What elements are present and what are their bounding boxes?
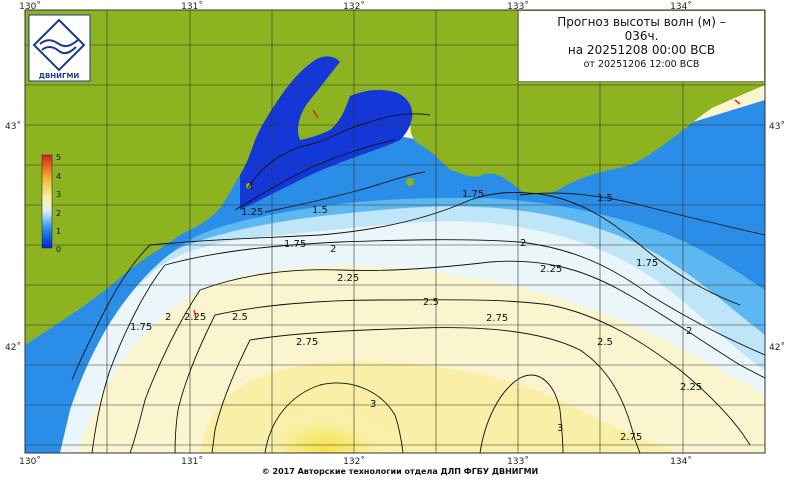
forecast-title-box: Прогноз высоты волн (м) – 036ч. на 20251… [518,11,764,82]
sea-deep-blue [240,53,415,210]
svg-text:42˚: 42˚ [5,342,21,353]
legend-tick: 1 [56,227,61,236]
isoline-1.75 [539,193,741,306]
svg-text:43˚: 43˚ [5,121,21,132]
legend-bar [41,154,53,249]
isoline-label: 1.75 [284,239,306,250]
isoline-label: 2.5 [597,337,613,348]
map-border [24,9,766,454]
longitude-labels: 130˚ 131˚ 132˚ 133˚ 134˚ 130˚ 131˚ 132˚ … [19,1,692,467]
isoline-label: 3 [370,399,376,410]
wave-peak-mark [193,309,197,319]
svg-text:130˚: 130˚ [19,1,41,12]
logo-label: ДВНИГМИ [39,72,80,80]
isoline-2 [164,239,765,356]
isoline-label: 2.25 [337,273,359,284]
svg-text:134˚: 134˚ [670,1,692,12]
isolines [71,113,765,453]
isoline-label: 2.5 [423,297,439,308]
copyright-footer: © 2017 Авторские технологии отдела ДЛП Ф… [261,467,539,476]
wave-max-hotspot [255,410,395,453]
isoline-label: 1.25 [241,207,263,218]
wave-peak-mark [734,99,741,105]
legend-tick: 5 [56,153,61,162]
isoline-label: 2.5 [232,312,248,323]
svg-text:130˚: 130˚ [19,456,41,467]
forecast-title: Прогноз высоты волн (м) – [557,15,726,29]
svg-text:42˚: 42˚ [769,342,785,353]
isoline-label: 2.75 [620,432,642,443]
isoline-2.75 [211,339,251,453]
isoline-2.25 [199,260,765,379]
svg-text:133˚: 133˚ [507,1,529,12]
legend-tick: 4 [56,172,61,181]
isoline-label: 2 [165,312,171,323]
isoline-label: 1 [248,181,254,192]
dvnigmi-logo: ДВНИГМИ [28,14,91,82]
forecast-lead-time: 036ч. [624,29,659,43]
isoline-label: 3 [557,423,563,434]
color-legend: 5 4 3 2 1 0 [41,153,61,254]
isoline-label: 1.5 [597,193,613,204]
isoline-1 [247,113,431,189]
svg-text:43˚: 43˚ [769,121,785,132]
wave-peak-mark [312,109,319,119]
isoline-label: 1.5 [312,205,328,216]
isoline-1.5 [519,192,765,236]
svg-text:133˚: 133˚ [507,456,529,467]
svg-text:134˚: 134˚ [670,456,692,467]
isoline-label: 2 [330,244,336,255]
isoline-3 [479,374,564,453]
isoline-1.25 [234,139,396,211]
isoline-label: 2 [520,238,526,249]
svg-text:132˚: 132˚ [343,456,365,467]
legend-tick: 3 [56,190,61,199]
isoline-2.5 [214,299,751,446]
isoline-1.75 [71,244,151,381]
isoline-label: 2 [686,326,692,337]
sea-white-band [25,218,765,453]
isoline-label: 1.75 [462,189,484,200]
isoline-2.75 [249,327,641,453]
isoline-1.75 [149,191,541,246]
svg-text:131˚: 131˚ [181,1,203,12]
isoline-2 [91,264,166,453]
isoline-label: 2.25 [540,264,562,275]
isoline-label: 2.25 [680,382,702,393]
legend-tick: 0 [56,245,61,254]
isoline-label: 2.75 [486,313,508,324]
isoline-label: 1.75 [636,258,658,269]
land-north [25,10,765,345]
forecast-valid-time: на 20251208 00:00 ВСВ [567,43,716,57]
isoline-3 [264,382,404,453]
isoline-label: 2.75 [296,337,318,348]
forecast-issue-time: от 20251206 12:00 ВСВ [583,59,700,70]
isoline-2.25 [129,289,201,453]
svg-text:131˚: 131˚ [181,456,203,467]
svg-text:132˚: 132˚ [343,1,365,12]
legend-tick: 2 [56,209,61,218]
isoline-label: 1.75 [130,322,152,333]
isoline-2.5 [174,314,216,453]
island [406,178,414,186]
latitude-labels: 43˚ 42˚ 43˚ 42˚ [5,121,785,353]
isoline-1.5 [264,171,426,213]
